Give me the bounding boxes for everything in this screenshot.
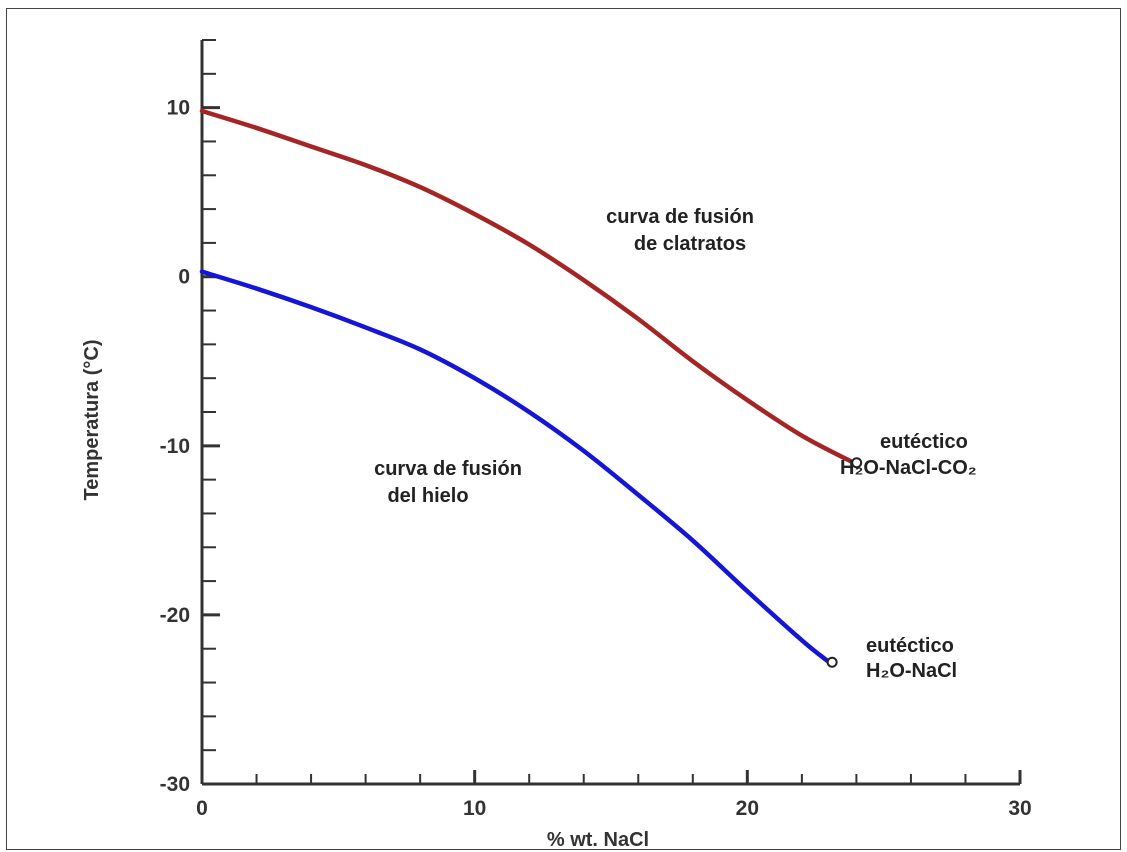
ice-melting-curve [199,269,832,665]
x-tick-label: 10 [463,797,486,820]
y-tick-label: 0 [178,266,190,289]
y-tick-label: 10 [167,97,190,120]
eutectic-nacl-label-line2: H₂O-NaCl [866,660,957,682]
y-tick-label: -30 [160,773,190,796]
labels: 10 0 -10 -20 -30 0 10 20 30 [160,97,1032,820]
ice-curve-label-line2: del hielo [387,485,468,507]
y-axis-title: Temperatura (°C) [81,340,103,501]
ticks [200,39,1022,786]
figure-frame [6,8,1121,850]
eutectic-nacl-label-line1: eutéctico [866,635,954,657]
x-axis-title: % wt. NaCl [547,829,649,851]
y-tick-label: -10 [160,435,190,458]
eutectic-point-marker [826,656,838,668]
eutectic-co2-label-line1: eutéctico [880,431,968,453]
clathrate-melting-curve [199,108,856,465]
ice-curve-label-line1: curva de fusión [374,458,522,480]
clathrate-curve-label-line1: curva de fusión [606,206,754,228]
x-tick-label: 0 [196,797,208,820]
eutectic-point-marker [851,457,863,469]
series-group [199,108,863,668]
x-tick-label: 20 [736,797,759,820]
y-tick-label: -20 [160,604,190,627]
x-tick-label: 30 [1008,797,1031,820]
clathrate-curve-label-line2: de clatratos [634,233,746,255]
eutectic-co2-label-line2: H₂O-NaCl-CO₂ [840,457,977,479]
